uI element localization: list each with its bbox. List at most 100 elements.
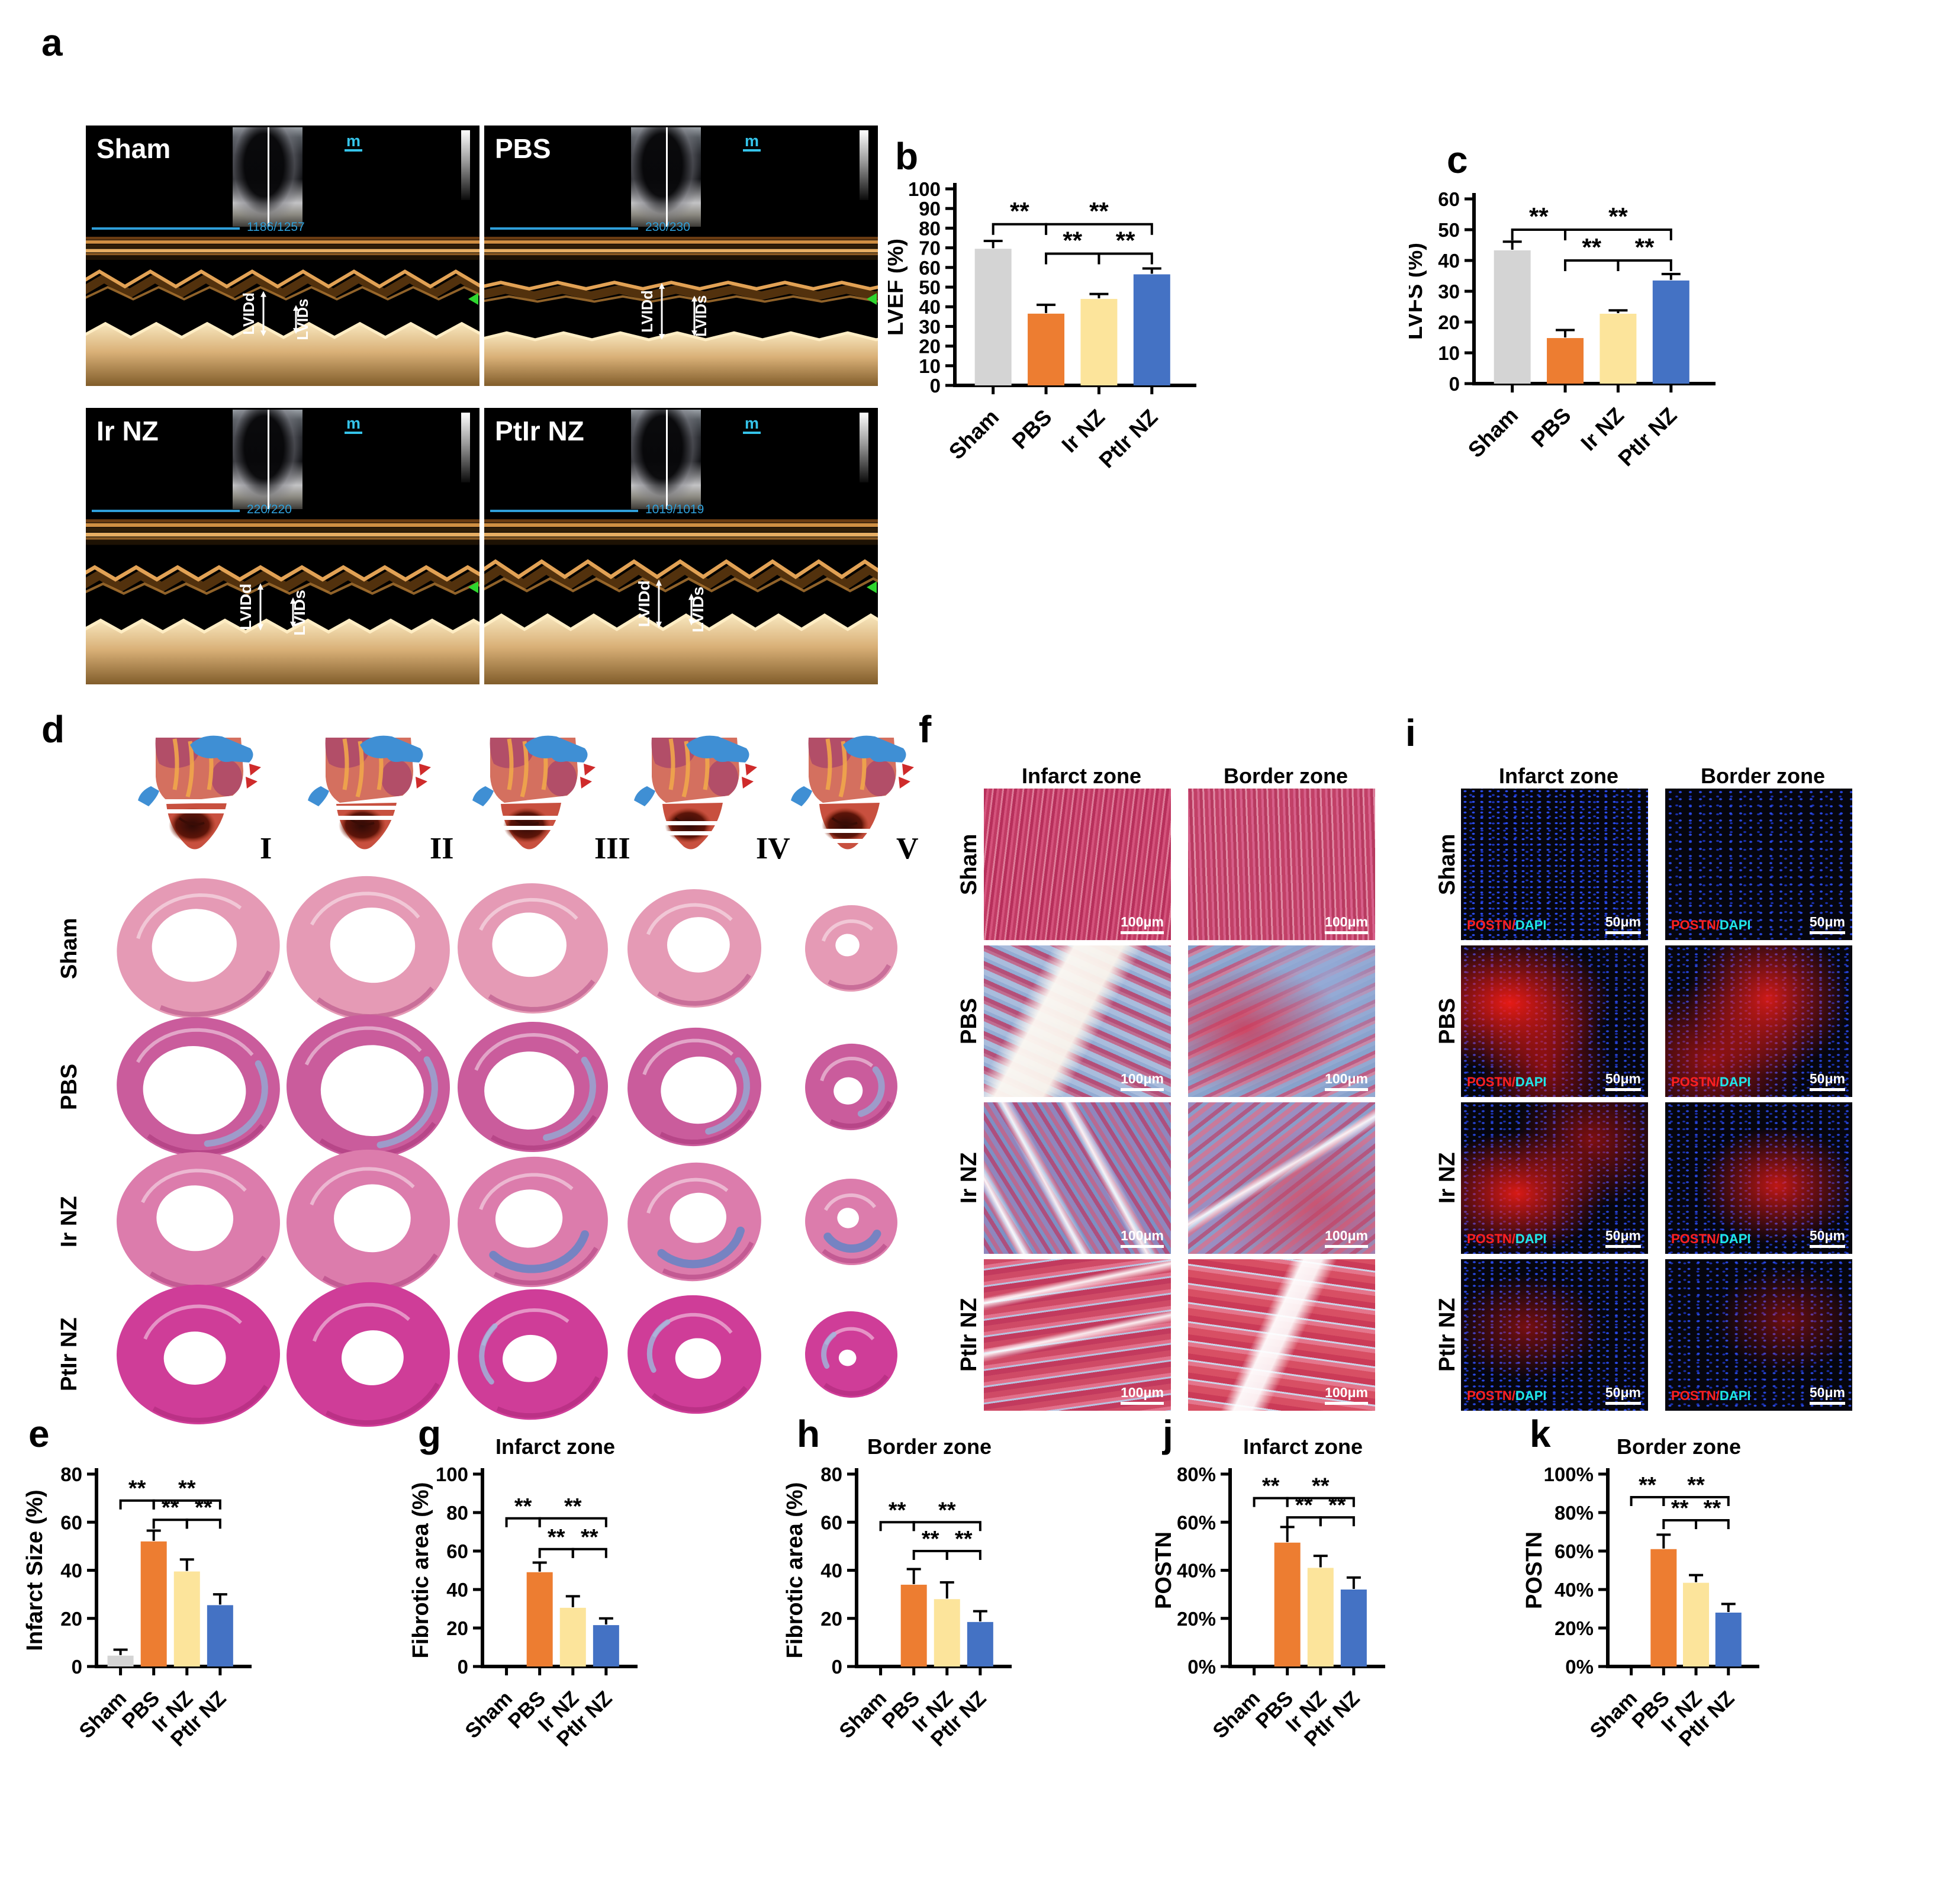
m-mode-cursor-line	[268, 127, 269, 227]
significance-label: **	[1063, 227, 1082, 255]
y-tick-label: 0	[458, 1656, 468, 1678]
bar-Sham	[1494, 250, 1531, 384]
lvids-label: LVIDs	[295, 299, 311, 340]
heart-cross-section	[287, 876, 450, 1021]
y-axis-title: Infarct Size (%)	[22, 1489, 47, 1651]
stain-legend: POSTN/DAPI	[1671, 1074, 1751, 1089]
scale-bar: 100μm	[1121, 1228, 1164, 1248]
heart-cross-section	[458, 1289, 608, 1420]
heart-cross-section	[117, 1016, 280, 1157]
bar-PBS	[1028, 313, 1065, 385]
significance-label: **	[195, 1495, 213, 1520]
y-tick-label: 0%	[1565, 1656, 1594, 1678]
lvids-label: LVIDs	[689, 587, 707, 633]
heart-diagram-5	[786, 729, 916, 860]
echo-group-label: Sham	[96, 133, 171, 164]
scale-bar: 100μm	[1325, 914, 1368, 934]
significance-label: **	[1639, 1473, 1656, 1498]
y-tick-label: 30	[919, 316, 941, 337]
y-tick-label: 0	[72, 1656, 82, 1678]
significance-bracket	[912, 1550, 948, 1560]
scale-bar: 100μm	[1121, 1385, 1164, 1405]
y-tick-label: 80%	[1177, 1463, 1216, 1485]
panel-f-letter: f	[919, 708, 932, 751]
echo-panel-PBS: PBS m 230/230 LVIDd LVIDs	[484, 126, 878, 386]
significance-bracket	[1564, 259, 1620, 271]
section-PBS-II	[282, 1010, 455, 1167]
panel-h-letter: h	[797, 1413, 820, 1455]
heart-diagram	[472, 735, 596, 850]
significance-label: **	[178, 1476, 196, 1501]
y-tick-label: 0	[832, 1656, 842, 1678]
section-PtIr NZ-IV	[623, 1291, 766, 1421]
y-tick-label: 60	[1438, 188, 1460, 210]
significance-bracket	[879, 1521, 915, 1532]
green-caret-icon	[867, 293, 877, 305]
panel-f-tile-PtIr NZ-Border zone: 100μm	[1188, 1259, 1375, 1411]
panel-f-tile-PBS-Border zone: 100μm	[1188, 945, 1375, 1097]
y-tick-label: 90	[919, 198, 941, 220]
heart-cross-section	[627, 1027, 761, 1147]
y-tick-label: 60%	[1555, 1540, 1594, 1562]
y-tick-label: 60	[820, 1511, 842, 1533]
section-Sham-V	[800, 900, 902, 999]
heart-cross-section	[627, 889, 761, 1008]
section-PtIr NZ-II	[282, 1278, 455, 1434]
panel-i-tile-PBS-Infarct zone: POSTN/DAPI 50μm	[1461, 945, 1648, 1097]
heart-diagram-1	[133, 729, 263, 860]
y-tick-label: 20	[820, 1608, 842, 1630]
scale-bar: 100μm	[1121, 914, 1164, 934]
panel-g-letter: g	[418, 1413, 442, 1455]
grayscale-bar	[860, 413, 868, 482]
y-tick-label: 60	[60, 1511, 82, 1533]
b-mode-inset	[233, 410, 302, 509]
bar-PBS	[1547, 338, 1584, 384]
section-Ir NZ-IV	[623, 1158, 766, 1289]
b-mode-inset	[631, 410, 701, 509]
panel-f-row-label-Sham: Sham	[957, 834, 981, 895]
section-PtIr NZ-III	[453, 1285, 613, 1427]
x-category-label: Sham	[944, 405, 1003, 464]
stain-legend: POSTN/DAPI	[1671, 918, 1751, 932]
stain-legend: POSTN/DAPI	[1467, 1074, 1547, 1089]
chart-title: Infarct zone	[495, 1434, 615, 1459]
significance-label: **	[1089, 197, 1109, 225]
bar-PtIr NZ	[207, 1605, 233, 1666]
panel-f-row-label-PtIr NZ: PtIr NZ	[957, 1298, 981, 1372]
bar-Ir NZ	[1080, 298, 1118, 385]
bar-PtIr NZ	[1133, 274, 1170, 385]
significance-label: **	[1582, 233, 1601, 261]
panel-d-row-label-Ir NZ: Ir NZ	[57, 1196, 82, 1248]
time-ruler	[490, 227, 638, 230]
scale-bar: 50μm	[1809, 1071, 1845, 1091]
y-tick-label: 60	[446, 1540, 468, 1562]
significance-bracket	[1286, 1497, 1355, 1507]
scale-bar: 50μm	[1605, 914, 1641, 934]
heart-diagram-3	[468, 729, 598, 860]
heart-cross-section	[627, 1162, 761, 1282]
significance-label: **	[1704, 1496, 1721, 1521]
bar-PtIr NZ	[593, 1625, 619, 1666]
chart-postn-infarct: 0% 20% 40% 60% 80% POSTN Infarct zone Sham PBS Ir…	[1151, 1417, 1518, 1867]
scale-bar: 50μm	[1809, 1228, 1845, 1248]
significance-bracket	[992, 223, 1048, 235]
panel-i-tile-Ir NZ-Infarct zone: POSTN/DAPI 50μm	[1461, 1102, 1648, 1254]
slice-line	[813, 829, 890, 833]
slice-line	[656, 821, 733, 825]
chart-title: Border zone	[867, 1434, 992, 1459]
heart-cross-section	[805, 905, 897, 992]
m-mode-trace: LVIDd LVIDs	[484, 518, 878, 684]
panel-f-tile-Sham-Infarct zone: 100μm	[984, 789, 1171, 940]
y-tick-label: 100	[436, 1463, 468, 1485]
m-mode-trace: LVIDd LVIDs	[484, 236, 878, 386]
bar-Ir NZ	[173, 1571, 200, 1666]
panel-k-letter: k	[1530, 1413, 1551, 1455]
significance-label: **	[1116, 227, 1135, 255]
y-tick-label: 80%	[1555, 1502, 1594, 1524]
heart-diagram-2	[303, 729, 433, 860]
panel-i-row-label-PtIr NZ: PtIr NZ	[1435, 1298, 1460, 1372]
significance-label: **	[564, 1494, 582, 1519]
chart-lvfs: 0 10 20 30 40 50 60 LVFS (%) Sham PBS Ir NZ PtIr NZ…	[1402, 140, 1918, 590]
